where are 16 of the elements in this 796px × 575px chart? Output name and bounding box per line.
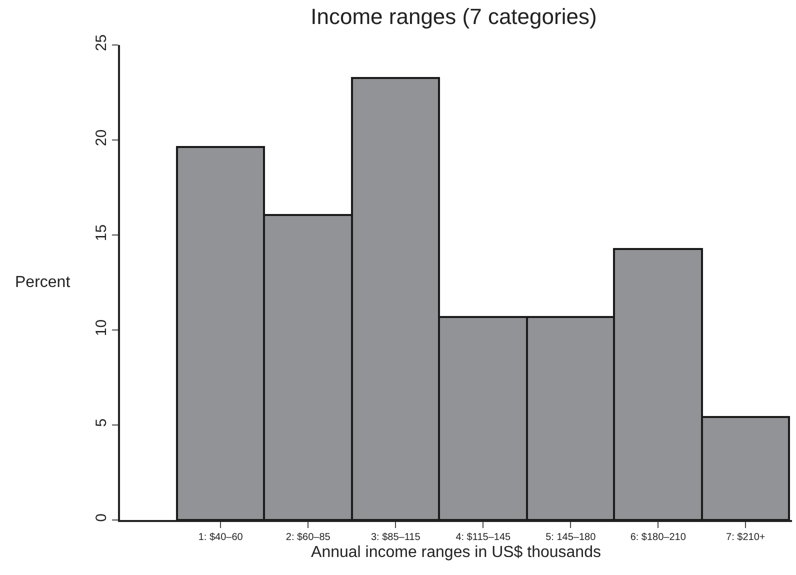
x-tick-label: 3: $85–115 (370, 532, 421, 543)
y-axis-title: Percent (15, 274, 71, 291)
y-tick-label: 5 (93, 418, 110, 427)
y-tick-label: 10 (93, 319, 110, 336)
x-tick-label: 4: $115–145 (456, 532, 511, 543)
x-tick-label: 1: $40–60 (198, 532, 244, 543)
x-tick-label: 5: 145–180 (546, 532, 596, 543)
chart-title: Income ranges (7 categories) (310, 4, 597, 30)
x-tick-label: 2: $60–85 (286, 532, 331, 543)
x-axis-title: Annual income ranges in US$ thousands (311, 544, 601, 562)
y-tick-label: 20 (93, 129, 110, 146)
y-tick-label: 0 (93, 514, 110, 522)
y-tick-label: 25 (93, 34, 110, 52)
x-tick-label: 6: $180–210 (630, 532, 686, 543)
y-tick-label: 15 (93, 224, 110, 242)
x-tick-label: 7: $210+ (726, 532, 766, 543)
